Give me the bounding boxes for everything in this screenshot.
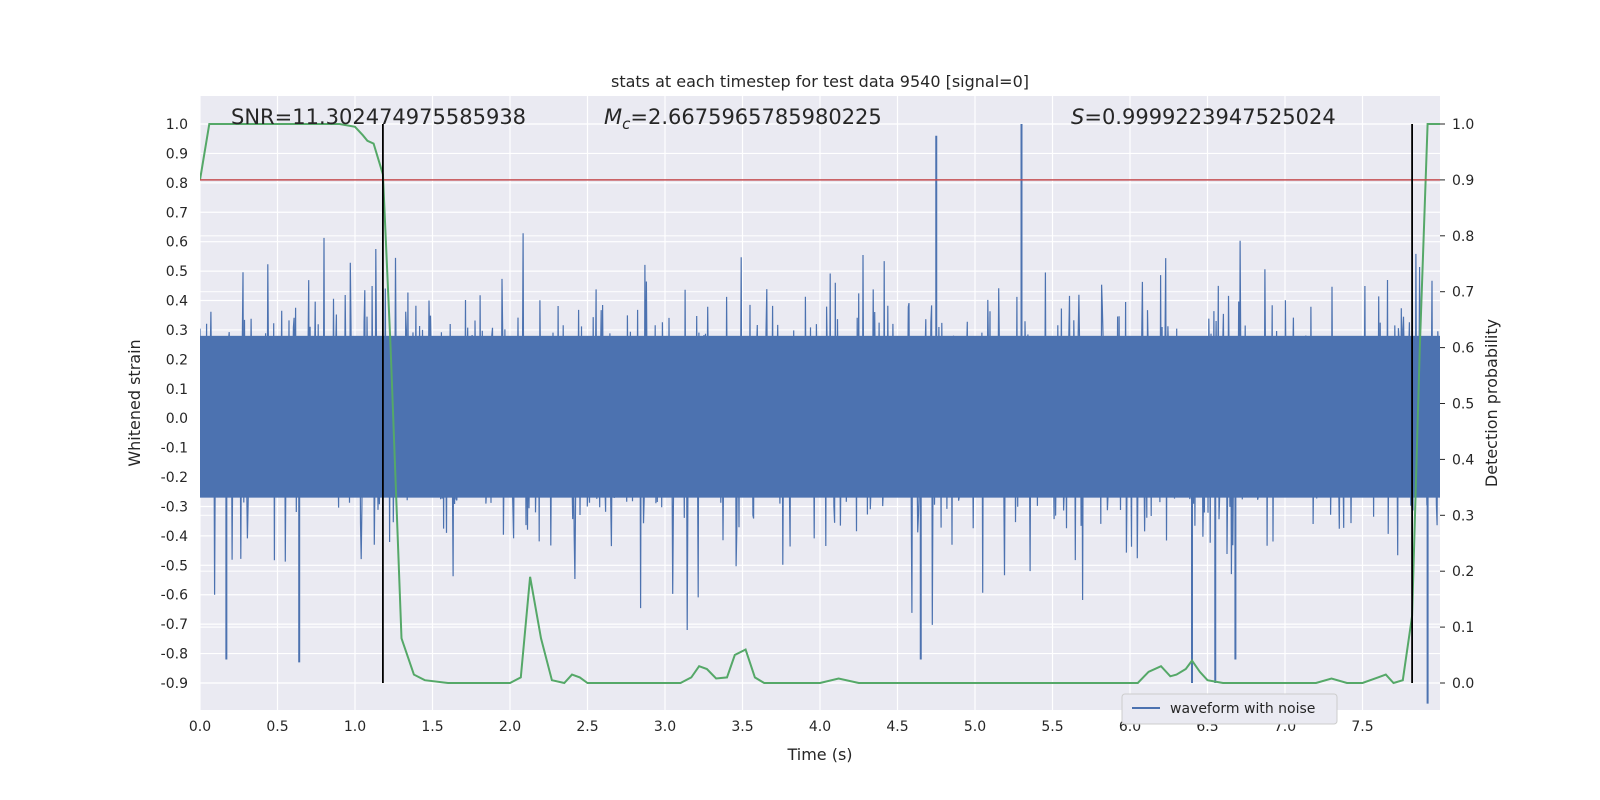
- x-axis-ticks: 0.0 0.5 1.0 1.5 2.0 2.5 3.0 3.5 4.0 4.5 5.0 5.5 6.0 6…: [189, 719, 1374, 735]
- y-right-tick-label: 0.6: [1452, 341, 1474, 357]
- y-axis-label: Whitened strain: [125, 339, 144, 466]
- legend: waveform with noise: [1121, 693, 1338, 725]
- y-tick-label: -0.8: [161, 647, 188, 663]
- y-axis-ticks: 1.0 0.9 0.8 0.7 0.6 0.5 0.4 0.3 0.2 0.1 0.0 -0.1 -0.…: [161, 117, 188, 692]
- y-tick-label: 0.1: [166, 382, 188, 398]
- y-right-tick-label: 0.0: [1452, 676, 1474, 692]
- mc-annotation: Mc=2.6675965785980225: [604, 105, 882, 133]
- y-right-tick-label: 0.8: [1452, 229, 1474, 245]
- y-tick-label: 0.3: [166, 323, 188, 339]
- x-tick-label: 3.5: [731, 719, 753, 735]
- x-tick-label: 5.0: [964, 719, 986, 735]
- y-tick-label: -0.5: [161, 558, 188, 574]
- y-tick-label: 0.4: [166, 294, 188, 310]
- legend-box: [1121, 693, 1338, 725]
- x-tick-label: 2.0: [499, 719, 521, 735]
- x-tick-label: 5.5: [1041, 719, 1063, 735]
- y-tick-label: -0.1: [161, 441, 188, 457]
- markers: [200, 124, 1440, 683]
- y-right-tick-label: 0.3: [1452, 508, 1474, 524]
- y-right-tick-label: 0.7: [1452, 285, 1474, 301]
- snr-annotation: SNR=11.302474975585938: [231, 105, 526, 129]
- waveform-series: [200, 124, 1440, 704]
- legend-entry: waveform with noise: [1170, 701, 1315, 717]
- y-right-tick-label: 0.5: [1452, 397, 1474, 413]
- x-tick-label: 4.5: [886, 719, 908, 735]
- y-tick-label: 0.6: [166, 235, 188, 251]
- y-tick-label: -0.9: [161, 676, 188, 692]
- y-tick-label: 0.9: [166, 146, 188, 162]
- y-tick-label: -0.4: [161, 529, 188, 545]
- y-axis-right-ticks: 1.0 0.9 0.8 0.7 0.6 0.5 0.4 0.3 0.2 0.1 0.0: [1440, 117, 1474, 692]
- y-right-tick-label: 0.9: [1452, 173, 1474, 189]
- x-tick-label: 1.0: [344, 719, 366, 735]
- y-tick-label: -0.6: [161, 588, 188, 604]
- x-tick-label: 2.5: [576, 719, 598, 735]
- y-tick-label: -0.2: [161, 470, 188, 486]
- x-tick-label: 4.0: [809, 719, 831, 735]
- mc-value: =2.6675965785980225: [630, 105, 881, 129]
- mc-symbol: M: [604, 105, 622, 129]
- chart-title: stats at each timestep for test data 954…: [611, 72, 1029, 91]
- y-tick-label: 0.7: [166, 205, 188, 221]
- y-tick-label: -0.3: [161, 499, 188, 515]
- mc-subscript: c: [622, 115, 631, 133]
- probability-series: [200, 123, 1440, 685]
- x-tick-label: 7.5: [1351, 719, 1373, 735]
- x-tick-label: 1.5: [421, 719, 443, 735]
- y-axis-right-label: Detection probability: [1482, 319, 1501, 487]
- x-tick-label: 0.5: [266, 719, 288, 735]
- s-annotation: S=0.9999223947525024: [1071, 105, 1336, 129]
- waveform-core-band: [200, 335, 1440, 498]
- y-tick-label: 0.8: [166, 176, 188, 192]
- x-tick-label: 3.0: [654, 719, 676, 735]
- y-right-tick-label: 0.1: [1452, 620, 1474, 636]
- s-value: =0.9999223947525024: [1084, 105, 1335, 129]
- probability-line: [200, 123, 1440, 685]
- x-axis-label: Time (s): [786, 745, 852, 764]
- y-right-tick-label: 0.2: [1452, 564, 1474, 580]
- y-right-tick-label: 1.0: [1452, 117, 1474, 133]
- y-tick-label: 1.0: [166, 117, 188, 133]
- x-tick-label: 0.0: [189, 719, 211, 735]
- y-tick-label: 0.0: [166, 411, 188, 427]
- y-tick-label: 0.2: [166, 352, 188, 368]
- y-right-tick-label: 0.4: [1452, 452, 1474, 468]
- y-tick-label: -0.7: [161, 617, 188, 633]
- y-tick-label: 0.5: [166, 264, 188, 280]
- s-symbol: S: [1071, 105, 1084, 129]
